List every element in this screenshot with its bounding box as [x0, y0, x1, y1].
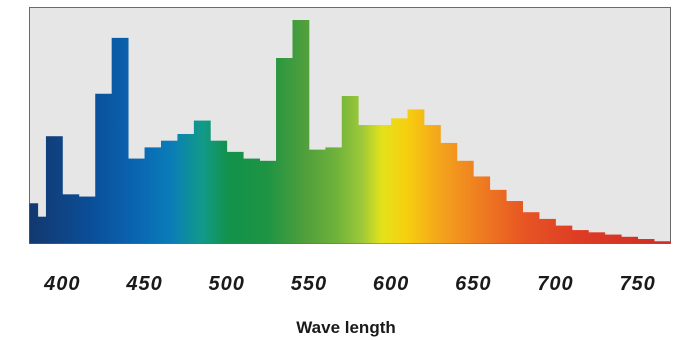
spectrum-bar	[391, 118, 408, 244]
spectrum-bar	[177, 133, 195, 244]
spectrum-bar	[193, 120, 211, 244]
spectrum-bar	[292, 20, 310, 244]
spectrum-bar	[160, 140, 178, 244]
spectrum-bar	[539, 218, 556, 244]
spectrum-bar	[506, 201, 523, 244]
spectrum-bar	[45, 136, 63, 244]
spectrum-bar	[621, 236, 639, 244]
x-tick-label: 600	[373, 273, 409, 295]
x-tick-label: 400	[43, 273, 80, 295]
x-tick-label: 500	[209, 273, 245, 295]
spectrum-bar	[276, 58, 293, 244]
spectrum-bar	[407, 109, 425, 244]
spectrum-bar	[341, 95, 359, 244]
spectrum-bar	[325, 147, 343, 244]
spectrum-bar	[440, 142, 458, 244]
x-axis-tick-labels: 400 450 500 550 600 650 700 750	[43, 273, 655, 295]
spectrum-bar	[95, 93, 113, 244]
spectrum-bar	[423, 125, 441, 244]
spectrum-bar	[226, 151, 244, 244]
spectrum-bars	[29, 20, 671, 244]
spectrum-bar	[358, 125, 376, 244]
spectrum-bar	[259, 160, 277, 244]
spectrum-bar	[308, 149, 326, 244]
x-tick-label: 650	[455, 273, 491, 295]
spectrum-bar	[78, 196, 96, 244]
spectrum-bar	[243, 158, 261, 244]
spectrum-bar	[473, 176, 491, 244]
spectrum-bar	[489, 189, 507, 244]
spectrum-bar	[128, 158, 145, 244]
spectrum-bar	[456, 160, 474, 244]
spectrum-bar	[637, 239, 655, 244]
x-tick-label: 750	[619, 273, 655, 295]
spectrum-bar	[111, 37, 129, 244]
spectrum-bar	[654, 241, 671, 244]
x-tick-label: 450	[125, 273, 162, 295]
spectrum-bar	[29, 216, 47, 244]
spectrum-bar	[588, 232, 606, 244]
spectrum-bar	[571, 230, 589, 244]
spectrum-bar	[555, 225, 573, 244]
spectrum-bar	[522, 212, 540, 244]
x-axis-title: Wave length	[296, 318, 396, 337]
spectrum-bar	[374, 125, 392, 244]
spectrum-bar	[210, 140, 228, 244]
spectrum-bar	[62, 194, 80, 244]
spectrum-bar	[604, 234, 622, 244]
spectrum-bar	[144, 147, 162, 244]
x-tick-label: 700	[537, 273, 573, 295]
x-tick-label: 550	[291, 273, 327, 295]
